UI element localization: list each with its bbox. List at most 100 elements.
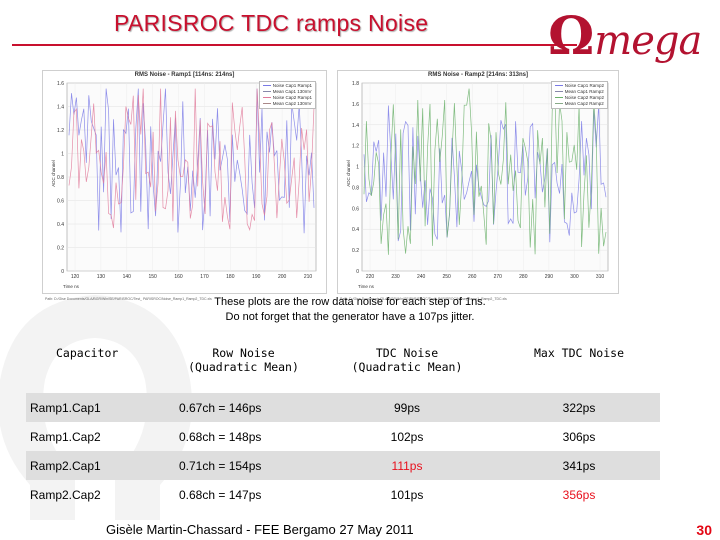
logo-text: mega [594, 18, 702, 64]
cell-capacitor: Ramp2.Cap2 [30, 487, 101, 502]
x-tick-label: 130 [97, 274, 106, 280]
plot-ramp2-canvas: 0 0.2 0.4 0.6 0.8 1 1.2 1.4 1.6 1.8 220 230 240 250 26… [352, 81, 609, 280]
x-tick-label: 310 [596, 274, 605, 280]
caption-line-2: Do not forget that the generator have a … [225, 311, 475, 323]
y-tick-label: 1.6 [352, 102, 359, 108]
x-tick-label: 290 [545, 274, 554, 280]
plot-ramp1-canvas: 0 0.2 0.4 0.6 0.8 1 1.2 1.4 1.6 120 130 140 150 160 17… [57, 81, 317, 280]
legend-entry: Mean Cap2 130mV [262, 101, 312, 107]
y-tick-label: 0.6 [352, 206, 359, 212]
x-tick-label: 250 [442, 274, 451, 280]
x-axis-label: Time ns [63, 284, 79, 289]
plot-legend: Noise Cap1 Ramp2 Mean Cap1 Ramp2 Noise C… [550, 81, 608, 109]
x-tick-label: 220 [366, 274, 375, 280]
y-axis-label: ADC channel [50, 160, 56, 187]
cell-row-noise: 0.68ch = 148ps [179, 429, 262, 444]
legend-entry: Noise Cap2 Ramp1 [262, 95, 312, 101]
y-tick-label: 1.8 [352, 81, 359, 87]
plot-legend: Noise Cap1 Ramp1 Mean Cap1 130mV Noise C… [258, 81, 316, 109]
y-tick-label: 1.4 [57, 105, 64, 111]
table-row: Ramp1.Cap2 0.68ch = 148ps 102ps 306ps [26, 422, 660, 451]
plot-area [361, 82, 609, 272]
legend-entry: Noise Cap1 Ramp2 [554, 83, 604, 89]
y-tick-label: 0.2 [352, 248, 359, 254]
x-tick-label: 260 [468, 274, 477, 280]
x-tick-label: 240 [417, 274, 426, 280]
x-tick-label: 120 [71, 274, 80, 280]
header-capacitor: Capacitor [56, 346, 119, 360]
slide-footer: Gisèle Martin-Chassard - FEE Bergamo 27 … [106, 522, 414, 537]
cell-row-noise: 0.67ch = 146ps [171, 393, 316, 422]
cell-capacitor: Ramp2.Cap1 [26, 451, 171, 480]
cell-row-noise: 0.71ch = 154ps [171, 451, 316, 480]
table-row: Ramp1.Cap1 0.67ch = 146ps 99ps 322ps [26, 393, 660, 422]
y-tick-label: 0 [61, 269, 64, 275]
plot-footer: Path: D:/Gise Documents/GLA/BGR/Win/SE/P… [340, 297, 507, 301]
title-underline [12, 44, 577, 46]
logo-omega-letter: Ω [548, 6, 595, 67]
x-tick-label: 170 [200, 274, 209, 280]
legend-entry: Mean Cap1 130mV [262, 89, 312, 95]
y-tick-label: 1.6 [57, 81, 64, 87]
y-tick-label: 0.2 [57, 246, 64, 252]
noise-table: Capacitor Row Noise (Quadratic Mean) TDC … [26, 340, 660, 509]
plot-footer: Path: D:/Gise Documents/GLA/BGR/Win/SE/P… [45, 297, 212, 301]
y-tick-label: 0 [356, 269, 359, 275]
plot-title: RMS Noise - Ramp1 [114ns: 214ns] [134, 72, 235, 78]
table-header-row: Capacitor Row Noise (Quadratic Mean) TDC … [26, 340, 660, 393]
y-tick-label: 0.6 [57, 199, 64, 205]
omega-logo: Ωmega [548, 6, 702, 67]
cell-capacitor: Ramp1.Cap2 [30, 429, 101, 444]
y-tick-label: 0.8 [352, 185, 359, 191]
legend-entry: Noise Cap1 Ramp1 [262, 83, 312, 89]
cell-row-noise: 0.68ch = 147ps [179, 487, 262, 502]
cell-max-tdc-noise: 341ps [498, 451, 660, 480]
x-tick-label: 150 [148, 274, 157, 280]
legend-entry: Mean Cap2 Ramp2 [554, 101, 604, 107]
noise-series-line [363, 103, 607, 243]
x-tick-label: 210 [304, 274, 313, 280]
cell-max-tdc-noise: 356ps [562, 487, 596, 502]
x-tick-label: 190 [252, 274, 261, 280]
cell-capacitor: Ramp1.Cap1 [26, 393, 171, 422]
table-row: Ramp2.Cap1 0.71ch = 154ps 111ps 341ps [26, 451, 660, 480]
x-tick-label: 160 [174, 274, 183, 280]
y-tick-label: 1 [61, 152, 64, 158]
table-row: Ramp2.Cap2 0.68ch = 147ps 101ps 356ps [26, 480, 660, 509]
cell-tdc-noise: 102ps [390, 429, 424, 444]
header-tdc-noise: TDC Noise (Quadratic Mean) [351, 346, 463, 374]
cell-tdc-noise: 99ps [316, 393, 498, 422]
x-tick-label: 200 [278, 274, 287, 280]
y-tick-label: 1.2 [352, 144, 359, 150]
x-tick-label: 270 [494, 274, 503, 280]
y-tick-label: 0.8 [57, 175, 64, 181]
header-max-tdc-noise: Max TDC Noise [533, 346, 624, 360]
x-axis-label: Time ns [358, 284, 374, 289]
plot-ramp2: 0 0.2 0.4 0.6 0.8 1 1.2 1.4 1.6 1.8 220 230 240 250 26… [337, 70, 619, 301]
caption-line-1: These plots are the row data noise for e… [214, 296, 486, 308]
cell-max-tdc-noise: 322ps [498, 393, 660, 422]
cell-tdc-noise: 101ps [390, 487, 424, 502]
noise-series-line [363, 88, 607, 255]
x-tick-label: 180 [226, 274, 235, 280]
header-row-noise: Row Noise (Quadratic Mean) [188, 346, 299, 374]
cell-max-tdc-noise: 306ps [562, 429, 596, 444]
plot-caption: These plots are the row data noise for e… [140, 295, 560, 325]
legend-entry: Noise Cap2 Ramp2 [554, 95, 604, 101]
slide-title: PARISROC TDC ramps Noise [114, 10, 429, 36]
y-tick-label: 1.4 [352, 123, 359, 129]
plot-ramp1: 0 0.2 0.4 0.6 0.8 1 1.2 1.4 1.6 120 130 140 150 160 17… [42, 70, 327, 301]
x-tick-label: 230 [391, 274, 400, 280]
y-tick-label: 1 [356, 165, 359, 171]
y-tick-label: 1.2 [57, 128, 64, 134]
plot-title: RMS Noise - Ramp2 [214ns: 313ns] [427, 72, 529, 78]
y-tick-label: 0.4 [352, 227, 359, 233]
x-tick-label: 140 [123, 274, 132, 280]
x-tick-label: 300 [570, 274, 579, 280]
legend-entry: Mean Cap1 Ramp2 [554, 89, 604, 95]
y-axis-label: ADC channel [345, 160, 351, 187]
noise-series-line [68, 88, 315, 231]
page-number: 30 [696, 522, 712, 538]
x-tick-label: 280 [519, 274, 528, 280]
cell-tdc-noise: 111ps [316, 451, 498, 480]
